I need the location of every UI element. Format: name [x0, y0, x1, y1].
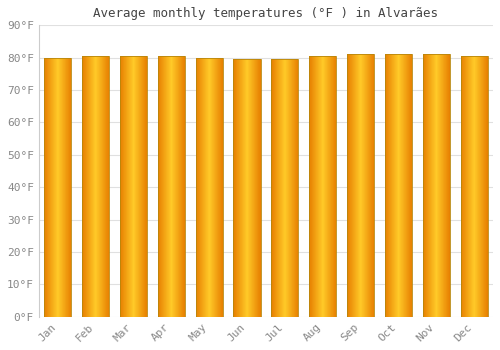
- Title: Average monthly temperatures (°F ) in Alvarães: Average monthly temperatures (°F ) in Al…: [94, 7, 438, 20]
- Bar: [309, 56, 336, 317]
- Bar: [158, 56, 185, 317]
- Bar: [460, 56, 488, 317]
- Bar: [422, 55, 450, 317]
- Bar: [44, 58, 72, 317]
- Bar: [120, 56, 147, 317]
- Bar: [347, 55, 374, 317]
- Bar: [234, 59, 260, 317]
- Bar: [271, 59, 298, 317]
- Bar: [82, 56, 109, 317]
- Bar: [196, 58, 223, 317]
- Bar: [385, 55, 412, 317]
